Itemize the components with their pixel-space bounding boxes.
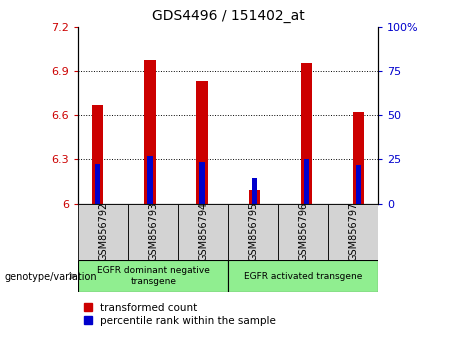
FancyBboxPatch shape xyxy=(78,260,228,292)
Bar xyxy=(144,61,156,204)
Bar xyxy=(196,81,208,204)
FancyBboxPatch shape xyxy=(78,204,128,260)
Bar xyxy=(248,190,260,204)
Bar xyxy=(148,156,153,204)
Text: EGFR activated transgene: EGFR activated transgene xyxy=(244,272,362,281)
Bar xyxy=(301,63,312,204)
Bar xyxy=(92,105,103,204)
Text: GSM856796: GSM856796 xyxy=(298,202,308,262)
Text: GSM856792: GSM856792 xyxy=(98,202,108,262)
FancyBboxPatch shape xyxy=(128,204,178,260)
Text: genotype/variation: genotype/variation xyxy=(5,272,97,282)
Text: GSM856797: GSM856797 xyxy=(348,202,358,262)
FancyBboxPatch shape xyxy=(328,204,378,260)
Title: GDS4496 / 151402_at: GDS4496 / 151402_at xyxy=(152,9,305,23)
Legend: transformed count, percentile rank within the sample: transformed count, percentile rank withi… xyxy=(83,303,276,326)
FancyBboxPatch shape xyxy=(178,204,228,260)
Text: GSM856795: GSM856795 xyxy=(248,202,258,262)
FancyBboxPatch shape xyxy=(228,260,378,292)
FancyBboxPatch shape xyxy=(278,204,328,260)
Text: EGFR dominant negative
transgene: EGFR dominant negative transgene xyxy=(97,267,210,286)
Bar xyxy=(252,178,257,204)
Bar xyxy=(95,164,100,204)
FancyBboxPatch shape xyxy=(228,204,278,260)
Bar xyxy=(304,159,309,204)
Text: GSM856793: GSM856793 xyxy=(148,202,158,262)
Text: GSM856794: GSM856794 xyxy=(198,202,208,262)
Bar xyxy=(200,162,205,204)
Bar xyxy=(356,165,361,204)
Bar xyxy=(353,112,364,204)
